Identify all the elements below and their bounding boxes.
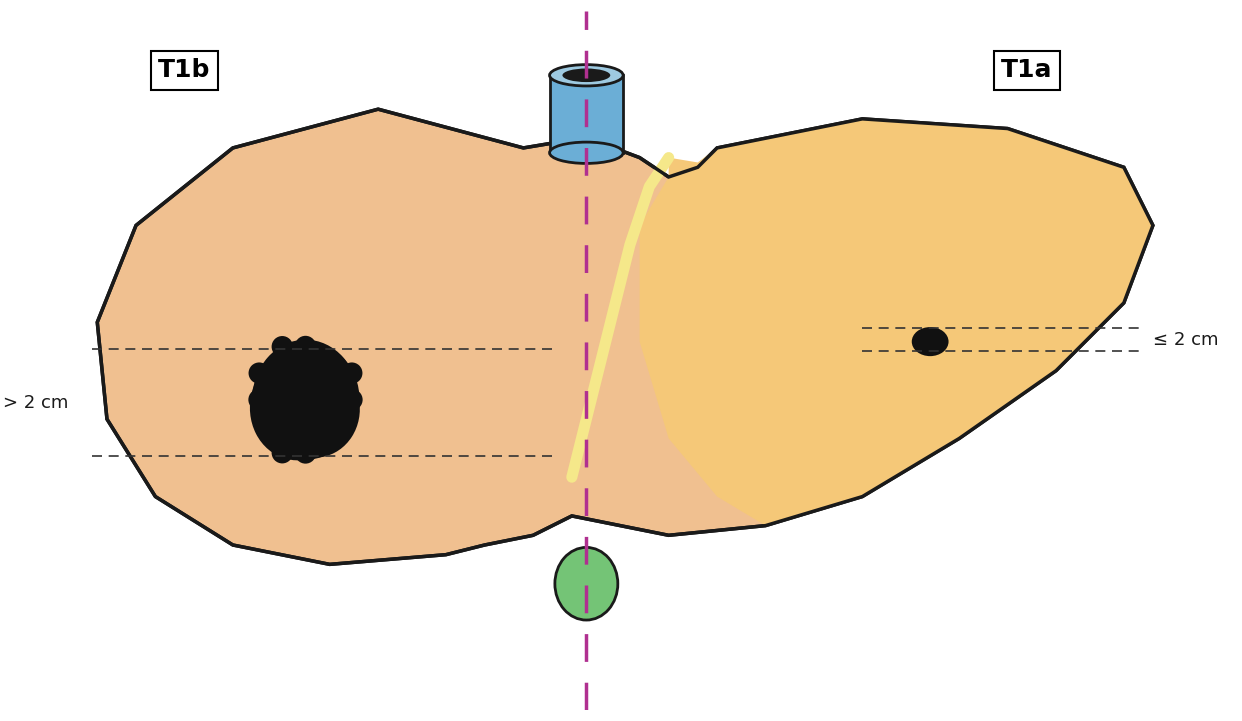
Text: T1a: T1a (1001, 58, 1053, 82)
Text: ≤ 2 cm: ≤ 2 cm (1153, 331, 1218, 349)
Ellipse shape (912, 327, 949, 356)
Ellipse shape (563, 68, 610, 82)
Ellipse shape (318, 350, 339, 371)
Ellipse shape (248, 363, 270, 384)
Ellipse shape (248, 389, 270, 410)
Ellipse shape (267, 357, 360, 458)
Ellipse shape (252, 340, 359, 460)
Ellipse shape (555, 547, 617, 620)
Ellipse shape (549, 65, 623, 86)
Ellipse shape (549, 142, 623, 164)
Ellipse shape (342, 389, 363, 410)
Ellipse shape (294, 443, 317, 464)
Ellipse shape (261, 342, 359, 448)
Ellipse shape (250, 349, 351, 461)
Ellipse shape (329, 416, 350, 437)
Ellipse shape (342, 363, 363, 384)
Ellipse shape (294, 336, 317, 357)
Bar (549, 75, 623, 153)
Text: T1b: T1b (158, 58, 211, 82)
Ellipse shape (272, 442, 293, 464)
Polygon shape (640, 119, 1153, 526)
Ellipse shape (272, 336, 293, 358)
Ellipse shape (261, 416, 282, 437)
Text: > 2 cm: > 2 cm (2, 394, 68, 412)
Polygon shape (97, 109, 1153, 565)
Ellipse shape (318, 428, 339, 450)
